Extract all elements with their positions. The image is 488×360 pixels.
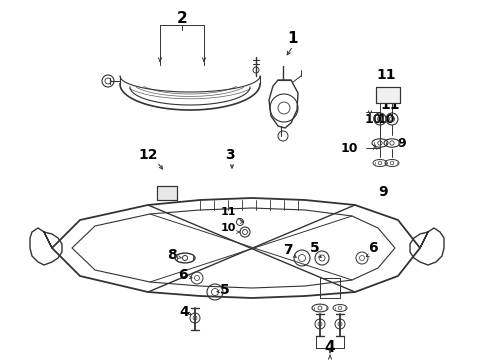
Text: 11: 11 [220,207,235,217]
Text: 11: 11 [380,98,399,112]
Bar [157,186,177,200]
Text: 1: 1 [287,31,298,45]
Text: 6: 6 [178,268,187,282]
Text: 8: 8 [167,248,177,262]
Text: 10: 10 [220,223,235,233]
Bar [157,186,177,200]
Text: 5: 5 [309,241,319,255]
Text: 7: 7 [283,243,292,257]
Text: 6: 6 [367,241,377,255]
Text: 12: 12 [138,148,158,162]
Text: 11: 11 [375,68,395,82]
Text: 10: 10 [364,112,381,126]
Bar [375,87,399,103]
Text: 9: 9 [377,185,387,199]
Text: 4: 4 [324,341,335,356]
Text: 10: 10 [340,141,357,154]
Text: 5: 5 [220,283,229,297]
Text: 10: 10 [376,112,394,126]
Text: 9: 9 [397,136,406,149]
Bar [375,87,399,103]
Text: 4: 4 [179,305,188,319]
Text: 3: 3 [225,148,234,162]
Text: 2: 2 [176,10,187,26]
